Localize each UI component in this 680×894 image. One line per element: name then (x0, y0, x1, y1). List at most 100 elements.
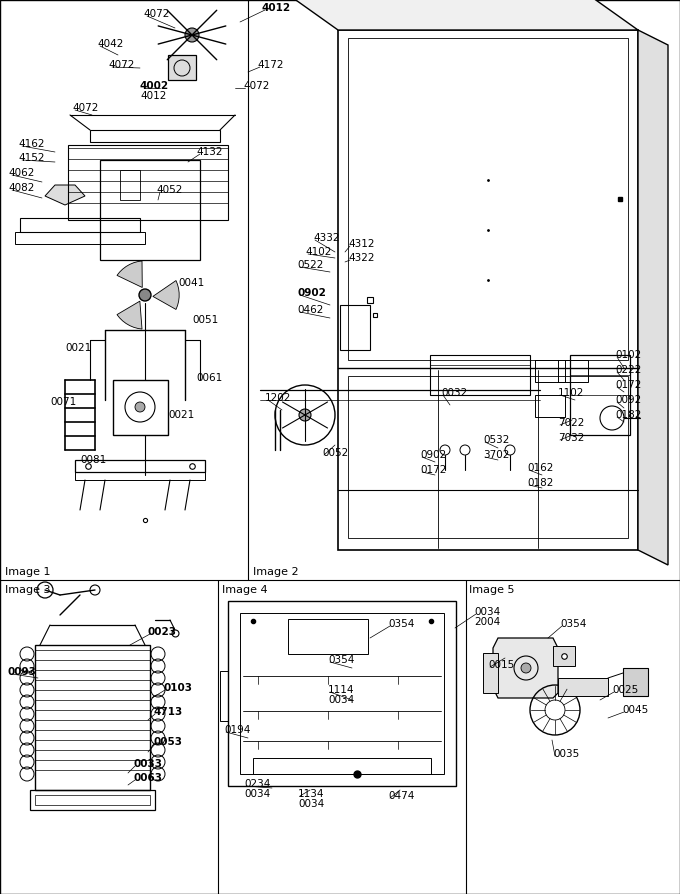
Text: 0025: 0025 (612, 685, 639, 695)
Text: 2004: 2004 (474, 617, 500, 627)
Text: 4162: 4162 (18, 139, 44, 149)
Bar (348, 38, 628, 360)
Bar (240, 613, 444, 774)
Text: 4713: 4713 (153, 707, 182, 717)
Circle shape (185, 28, 199, 42)
Text: Image 3: Image 3 (5, 585, 50, 595)
Text: 0041: 0041 (178, 278, 204, 288)
Text: 0234: 0234 (244, 779, 271, 789)
Text: 4072: 4072 (108, 60, 135, 70)
Text: 0172: 0172 (615, 380, 641, 390)
Circle shape (139, 289, 151, 301)
Polygon shape (483, 653, 498, 693)
Text: 1134: 1134 (298, 789, 324, 799)
Text: 4042: 4042 (97, 39, 123, 49)
Text: 0354: 0354 (328, 655, 354, 665)
Text: 0023: 0023 (148, 627, 177, 637)
Text: 4102: 4102 (305, 247, 331, 257)
Text: 0522: 0522 (297, 260, 324, 270)
Bar (570, 355, 630, 435)
Bar (288, 619, 368, 654)
Bar (228, 601, 456, 786)
Text: 0051: 0051 (192, 315, 218, 325)
Bar (340, 305, 370, 350)
Bar (168, 55, 196, 80)
Bar (15, 232, 145, 244)
Text: 0474: 0474 (388, 791, 414, 801)
Text: 4332: 4332 (313, 233, 339, 243)
Text: 1114: 1114 (328, 685, 354, 695)
Bar (553, 646, 575, 666)
Text: 0015: 0015 (488, 660, 514, 670)
Polygon shape (153, 281, 179, 309)
Text: 0021: 0021 (65, 343, 91, 353)
Text: 4172: 4172 (257, 60, 284, 70)
Text: 0035: 0035 (553, 749, 579, 759)
Bar (623, 668, 648, 696)
Bar (113, 380, 168, 435)
Bar (30, 790, 155, 810)
Text: 0032: 0032 (441, 388, 467, 398)
Bar (75, 460, 205, 472)
Text: 0034: 0034 (474, 607, 500, 617)
Text: 4052: 4052 (156, 185, 182, 195)
Text: Image 4: Image 4 (222, 585, 268, 595)
Text: 4072: 4072 (243, 81, 269, 91)
Text: 0045: 0045 (622, 705, 648, 715)
Text: Image 5: Image 5 (469, 585, 515, 595)
Bar (558, 678, 608, 696)
Text: 0222: 0222 (615, 365, 641, 375)
Polygon shape (493, 638, 558, 698)
Text: 0103: 0103 (163, 683, 192, 693)
Text: 4012: 4012 (140, 91, 167, 101)
Circle shape (521, 663, 531, 673)
Text: 0462: 0462 (297, 305, 324, 315)
Text: 4152: 4152 (18, 153, 44, 163)
Text: Image 1: Image 1 (5, 567, 50, 577)
Text: 1202: 1202 (265, 393, 291, 403)
Bar (35, 645, 150, 790)
Text: 0172: 0172 (420, 465, 446, 475)
Text: 0021: 0021 (168, 410, 194, 420)
Text: 0354: 0354 (560, 619, 586, 629)
Text: 0034: 0034 (298, 799, 324, 809)
Bar (68, 145, 228, 220)
Text: 4062: 4062 (8, 168, 35, 178)
Text: 0071: 0071 (50, 397, 76, 407)
Text: 0902: 0902 (297, 288, 326, 298)
Bar (20, 218, 140, 232)
Bar (75, 472, 205, 480)
Text: 4312: 4312 (348, 239, 375, 249)
Text: 4132: 4132 (196, 147, 222, 157)
Bar (35, 795, 150, 805)
Text: 4072: 4072 (143, 9, 169, 19)
Text: 0902: 0902 (420, 450, 446, 460)
Bar (535, 395, 565, 417)
Text: 0102: 0102 (615, 350, 641, 360)
Bar (535, 360, 565, 382)
Text: Image 2: Image 2 (253, 567, 299, 577)
Text: 0033: 0033 (133, 759, 162, 769)
Text: 4322: 4322 (348, 253, 375, 263)
Circle shape (299, 409, 311, 421)
Polygon shape (638, 30, 668, 565)
Text: 4012: 4012 (262, 3, 291, 13)
Text: 0182: 0182 (527, 478, 554, 488)
Text: 0162: 0162 (527, 463, 554, 473)
Bar (253, 758, 431, 774)
Text: 4082: 4082 (8, 183, 35, 193)
Text: 1102: 1102 (558, 388, 584, 398)
Text: 0194: 0194 (224, 725, 250, 735)
Bar (338, 30, 638, 550)
Text: 7032: 7032 (558, 433, 584, 443)
Text: 0052: 0052 (322, 448, 348, 458)
Text: 0034: 0034 (328, 695, 354, 705)
Bar (348, 376, 628, 538)
Polygon shape (117, 301, 142, 329)
Bar (100, 160, 200, 260)
Polygon shape (117, 261, 142, 288)
Text: 0081: 0081 (80, 455, 106, 465)
Text: 4002: 4002 (140, 81, 169, 91)
Text: 0092: 0092 (615, 395, 641, 405)
Text: 7022: 7022 (558, 418, 584, 428)
